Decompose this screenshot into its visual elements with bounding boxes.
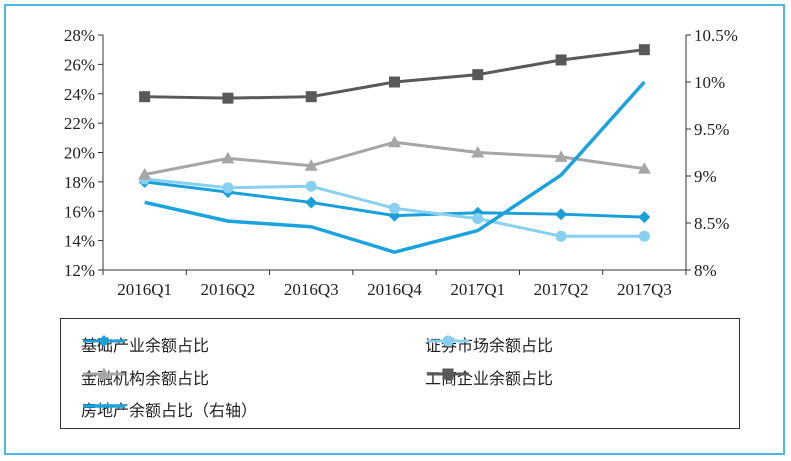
data-point-2-4 [471, 146, 485, 158]
legend-item-0: 基础产业余额占比 [81, 331, 209, 357]
legend-marker-0 [98, 335, 110, 347]
x-tick-label: 2017Q1 [450, 280, 505, 299]
data-point-3-5 [555, 54, 567, 66]
legend-marker-2 [97, 367, 111, 379]
legend-marker-3 [442, 368, 454, 380]
y-left-tick-label: 24% [64, 85, 95, 104]
y-left-tick-label: 18% [64, 173, 95, 192]
data-point-3-2 [305, 91, 317, 103]
y-right-tick-label: 9% [694, 167, 717, 186]
y-right-tick-label: 8% [694, 261, 717, 280]
y-left-tick-label: 22% [64, 114, 95, 133]
legend-swatch-4 [83, 404, 125, 408]
series-3 [139, 44, 650, 104]
legend-swatch-3 [427, 368, 469, 380]
data-point-1-5 [555, 230, 567, 242]
series-4 [144, 80, 646, 254]
x-tick-label: 2017Q2 [534, 280, 589, 299]
y-left-tick-label: 26% [64, 55, 95, 74]
data-point-3-4 [472, 69, 484, 81]
series-0 [138, 175, 651, 224]
y-left-tick-label: 12% [64, 261, 95, 280]
data-point-1-6 [638, 230, 650, 242]
data-point-0-5 [555, 208, 568, 221]
y-left-tick-label: 16% [64, 202, 95, 221]
y-right-tick-label: 9.5% [694, 120, 729, 139]
data-point-3-1 [222, 92, 234, 104]
legend-swatch-1 [427, 335, 469, 347]
legend-marker-1 [442, 335, 454, 347]
data-point-2-3 [388, 135, 401, 148]
legend-item-2: 金融机构余额占比 [81, 364, 209, 390]
y-right-tick-label: 10% [694, 73, 725, 92]
legend-item-3: 工商企业余额占比 [425, 364, 553, 390]
x-tick-label: 2016Q4 [367, 280, 422, 299]
series-line-3 [144, 48, 645, 100]
data-point-2-0 [138, 168, 152, 180]
data-point-3-6 [638, 44, 650, 56]
x-tick-label: 2016Q3 [284, 280, 339, 299]
data-point-3-0 [139, 91, 151, 103]
data-point-2-2 [304, 159, 318, 171]
legend-swatch-2 [83, 367, 125, 379]
data-point-1-3 [389, 202, 400, 214]
y-right-tick-label: 8.5% [694, 214, 729, 233]
series-1 [139, 173, 650, 242]
series-line-4 [144, 80, 646, 254]
y-left-tick-label: 14% [64, 232, 95, 251]
x-tick-label: 2017Q3 [617, 280, 672, 299]
data-point-1-4 [472, 213, 484, 225]
chart-axes [98, 34, 691, 275]
data-point-1-1 [222, 182, 234, 194]
legend-item-4: 房地产余额占比（右轴） [81, 396, 257, 422]
legend-label-4: 房地产余额占比（右轴） [81, 401, 258, 420]
data-point-0-6 [638, 211, 651, 224]
y-left-tick-label: 28% [64, 26, 95, 45]
data-point-2-6 [637, 162, 651, 174]
y-left-tick-label: 20% [64, 144, 95, 163]
x-tick-label: 2016Q2 [201, 280, 256, 299]
data-point-2-1 [221, 151, 235, 164]
chart-legend: 基础产业余额占比 证券市场余额占比 金融机构余额占比 工商企业余额占比 房地产余… [60, 318, 740, 429]
data-point-2-5 [554, 150, 568, 162]
legend-swatch-0 [83, 335, 125, 347]
chart-tick-labels: 12% 14% 16% 18% 20% 22% 24% 26% 28% 8% 8.5% 9% 9.5% 1… [64, 26, 738, 299]
data-point-3-3 [389, 76, 400, 88]
data-point-0-2 [305, 196, 318, 209]
series-2 [138, 135, 651, 180]
x-tick-label: 2016Q1 [117, 280, 172, 299]
data-point-1-2 [305, 180, 317, 192]
chart-series [138, 44, 651, 254]
y-right-tick-label: 10.5% [694, 26, 738, 45]
legend-item-1: 证券市场余额占比 [425, 331, 553, 357]
